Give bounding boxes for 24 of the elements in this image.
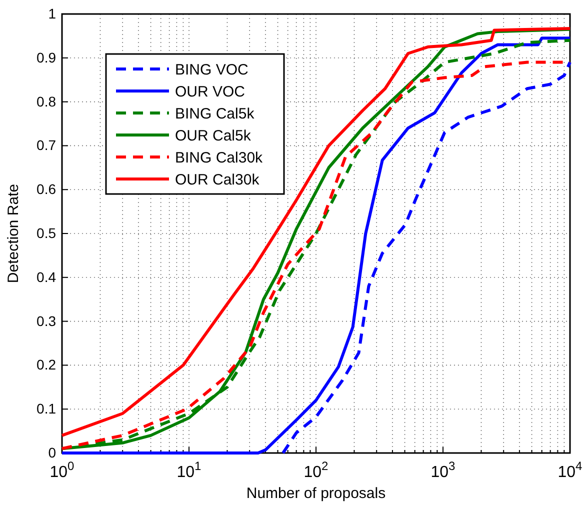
y-tick-label: 0.2: [36, 356, 56, 373]
y-tick-label: 0.1: [36, 400, 56, 417]
y-tick-label: 1: [48, 5, 56, 22]
legend-label: BING VOC: [175, 61, 249, 78]
legend-label: OUR Cal30k: [175, 171, 260, 188]
y-tick-label: 0.3: [36, 312, 56, 329]
x-axis-title: Number of proposals: [246, 485, 386, 502]
x-tick-label: 10$^{1}$: [176, 458, 202, 481]
x-tick-label: 10$^{2}$: [304, 458, 329, 481]
y-tick-label: 0.4: [36, 268, 56, 285]
y-tick-label: 0: [48, 444, 56, 460]
legend-label: BING Cal5k: [175, 105, 255, 122]
y-tick-label: 0.8: [36, 93, 56, 110]
legend-label: OUR Cal5k: [175, 127, 252, 144]
x-tick-label: 10$^{0}$: [50, 458, 75, 481]
y-tick-label: 0.9: [36, 49, 56, 66]
x-tick-label: 10$^{4}$: [558, 458, 583, 481]
legend-label: OUR VOC: [175, 83, 246, 100]
x-tick-label: 10$^{3}$: [430, 458, 456, 481]
legend-label: BING Cal30k: [175, 149, 264, 166]
y-tick-label: 0.6: [36, 181, 56, 198]
y-tick-label: 0.5: [36, 224, 56, 241]
y-axis-title: Detection Rate: [5, 184, 22, 284]
y-tick-label: 0.7: [36, 137, 56, 154]
